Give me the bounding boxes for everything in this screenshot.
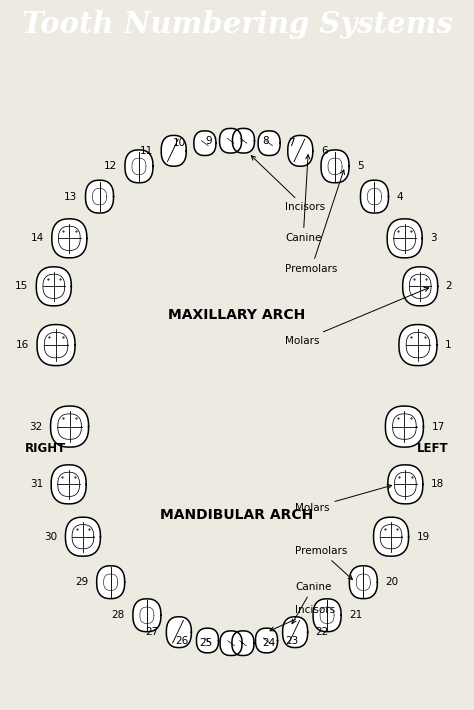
Text: 28: 28 [112,611,125,621]
Text: 4: 4 [396,192,403,202]
Polygon shape [349,566,377,599]
Polygon shape [321,150,349,182]
Text: 29: 29 [75,577,89,587]
Text: 22: 22 [316,627,329,637]
Polygon shape [313,599,341,632]
Text: 20: 20 [385,577,399,587]
Text: MANDIBULAR ARCH: MANDIBULAR ARCH [160,508,314,522]
Text: 8: 8 [263,136,269,146]
Polygon shape [361,180,389,213]
Text: Premolars: Premolars [285,170,345,274]
Polygon shape [51,465,86,504]
Polygon shape [125,150,153,182]
Polygon shape [51,406,89,447]
Polygon shape [374,517,409,556]
Polygon shape [403,267,438,306]
Polygon shape [197,628,219,652]
Polygon shape [37,324,75,366]
Polygon shape [232,631,254,655]
Polygon shape [387,219,422,258]
Text: 6: 6 [321,146,328,155]
Text: Incisors: Incisors [270,606,335,631]
Polygon shape [385,406,423,447]
Text: 24: 24 [262,638,275,648]
Polygon shape [283,617,308,648]
Text: 10: 10 [173,138,186,148]
Text: 27: 27 [145,627,158,637]
Text: Canine: Canine [292,582,331,623]
Polygon shape [220,631,242,655]
Text: 3: 3 [430,234,437,244]
Text: 16: 16 [16,340,29,350]
Polygon shape [85,180,113,213]
Polygon shape [399,324,437,366]
Text: 17: 17 [431,422,445,432]
Text: 31: 31 [30,479,43,489]
Text: 2: 2 [446,281,452,291]
Text: MAXILLARY ARCH: MAXILLARY ARCH [168,308,306,322]
Text: Incisors: Incisors [251,155,325,212]
Text: 30: 30 [44,532,57,542]
Text: Tooth Numbering Systems: Tooth Numbering Systems [21,10,453,38]
Polygon shape [97,566,125,599]
Text: 26: 26 [175,635,189,645]
Polygon shape [255,628,277,652]
Text: 32: 32 [29,422,43,432]
Polygon shape [219,129,242,153]
Text: 12: 12 [104,161,117,171]
Text: 11: 11 [140,146,153,155]
Polygon shape [161,136,186,166]
Polygon shape [258,131,280,155]
Text: 14: 14 [31,234,44,244]
Text: RIGHT: RIGHT [25,442,66,455]
Text: 1: 1 [445,340,452,350]
Polygon shape [288,136,313,166]
Polygon shape [232,129,255,153]
Polygon shape [36,267,71,306]
Text: Canine: Canine [285,155,321,243]
Text: 25: 25 [199,638,212,648]
Text: Premolars: Premolars [295,546,353,579]
Text: Molars: Molars [285,288,428,346]
Polygon shape [388,465,423,504]
Text: 5: 5 [357,161,364,171]
Text: 21: 21 [349,611,362,621]
Polygon shape [194,131,216,155]
Text: 9: 9 [205,136,211,146]
Text: Molars: Molars [295,484,392,513]
Polygon shape [166,617,191,648]
Polygon shape [133,599,161,632]
Text: 15: 15 [15,281,28,291]
Text: 19: 19 [417,532,430,542]
Polygon shape [52,219,87,258]
Text: LEFT: LEFT [418,442,449,455]
Text: 23: 23 [285,635,299,645]
Polygon shape [65,517,100,556]
Text: 18: 18 [431,479,444,489]
Text: 13: 13 [64,192,78,202]
Text: 7: 7 [288,138,295,148]
